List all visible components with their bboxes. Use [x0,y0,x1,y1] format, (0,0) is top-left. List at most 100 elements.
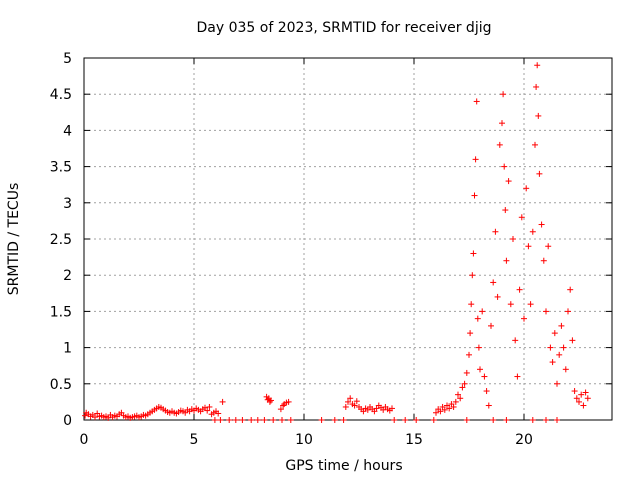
data-point [551,330,558,337]
data-point [529,417,536,423]
data-point [469,272,476,279]
data-point [471,192,478,199]
y-tick-label: 2 [63,268,72,284]
data-point [226,417,233,423]
data-point [457,395,464,402]
data-point [483,388,490,395]
data-point [342,403,349,410]
data-point [391,417,398,423]
y-axis-label: SRMTID / TECUs [6,183,22,296]
data-point [475,344,482,351]
data-point [211,417,218,423]
data-point [353,398,360,405]
data-point [266,398,273,405]
data-point [318,417,325,423]
data-point [433,409,439,416]
data-point [496,141,503,148]
data-point [280,402,287,409]
data-point [512,337,519,344]
y-tick-label: 4 [63,123,72,139]
data-point [516,286,523,293]
data-point [573,395,580,402]
data-point [490,279,497,286]
data-point [331,417,338,423]
x-tick-label: 10 [295,432,313,448]
data-point [479,308,486,315]
data-point [402,417,409,423]
data-point [232,417,239,423]
data-point [571,388,578,395]
y-tick-label: 1.5 [50,304,72,320]
data-point [481,373,488,380]
data-point [569,337,576,344]
data-point [217,417,224,423]
data-point [463,369,470,376]
data-point [582,389,589,396]
y-tick-label: 5 [63,51,72,67]
data-point [279,417,285,423]
data-point [455,391,461,398]
data-point [576,398,582,405]
data-point [543,417,549,423]
data-point [430,417,437,423]
plot-frame [83,57,613,421]
data-point [485,402,492,409]
data-point [470,250,477,257]
data-point [463,417,470,423]
data-point [287,417,294,423]
data-point [347,395,354,402]
data-point [580,402,587,409]
data-point [567,286,574,293]
data-point [441,406,448,413]
data-point [248,417,255,423]
data-point [503,417,510,423]
data-point [472,156,479,163]
data-point [450,403,457,410]
data-point [560,344,567,351]
data-point [468,301,475,308]
data-point [215,410,222,417]
data-point [466,351,472,358]
y-tick-label: 3.5 [50,160,72,176]
data-point [535,112,542,119]
data-point [534,62,541,69]
data-point [285,398,292,405]
data-point [82,412,89,419]
data-point [584,395,591,402]
data-point [527,301,534,308]
data-point [521,315,527,322]
data-point [459,384,466,391]
data-point [461,380,468,387]
data-point [558,322,565,329]
grid [84,58,612,420]
data-point [219,398,226,405]
y-tick-label: 2.5 [50,232,72,248]
data-point [492,228,499,235]
data-point [467,330,474,337]
x-tick-label: 5 [190,432,199,448]
x-tick-label: 0 [80,432,89,448]
data-point [345,398,351,405]
data-point [488,322,494,329]
y-tick-label: 0 [63,413,72,429]
data-point [529,228,536,235]
data-point [536,170,543,177]
data-point [351,402,358,409]
data-point [518,214,525,221]
data-points [82,62,591,423]
data-point [92,414,98,421]
data-point [507,301,514,308]
data-point [532,141,538,148]
data-point [525,243,532,250]
axis-ticks: 0 0.5 1 1.5 2 2.5 3 3.5 4 4.5 5 0 5 10 15 20 [50,51,612,448]
data-point [505,178,512,185]
data-point [270,417,277,423]
x-axis-label: GPS time / hours [285,458,402,474]
data-point [206,403,213,410]
data-point [538,221,545,228]
data-point [503,257,510,264]
data-point [494,293,501,300]
y-tick-label: 1 [63,341,72,357]
data-point [562,366,569,373]
data-point [389,405,395,412]
